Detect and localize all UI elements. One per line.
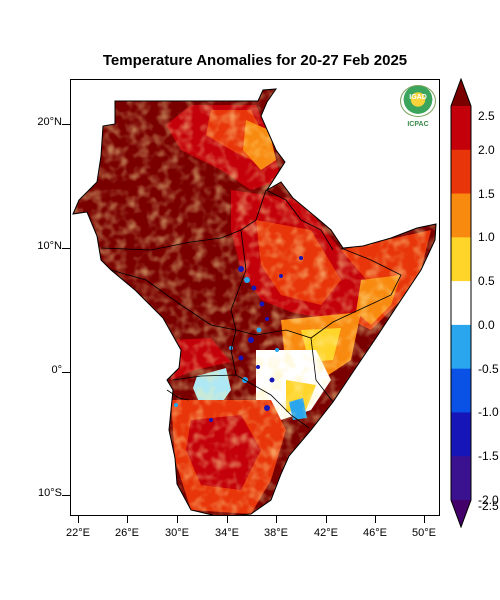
lon-tick-label: 46°E bbox=[363, 527, 387, 539]
lon-tick-label: 42°E bbox=[314, 527, 338, 539]
colorbar-segment bbox=[451, 237, 471, 282]
colorbar-label: -1.0 bbox=[478, 405, 499, 420]
anomaly-map bbox=[72, 88, 437, 515]
colorbar-segment bbox=[451, 412, 471, 457]
map-panel bbox=[70, 79, 440, 516]
colorbar-segment bbox=[451, 193, 471, 238]
lat-tick-label: 20°N bbox=[37, 116, 62, 128]
lon-tick-mark bbox=[78, 516, 79, 523]
lon-tick-label: 26°E bbox=[115, 527, 139, 539]
lat-tick-mark bbox=[62, 372, 70, 373]
lon-tick-label: 50°E bbox=[412, 527, 436, 539]
lon-tick-mark bbox=[424, 516, 425, 523]
logo-subtitle: ICPAC bbox=[407, 121, 429, 128]
colorbar-segment bbox=[451, 324, 471, 370]
colorbar-label: 2.0 bbox=[478, 142, 495, 157]
lon-tick-label: 34°E bbox=[215, 527, 239, 539]
colorbar-label: -0.5 bbox=[478, 361, 499, 376]
colorbar-label: -1.5 bbox=[478, 449, 499, 464]
lon-tick-mark bbox=[127, 516, 128, 523]
colorbar-label: 1.0 bbox=[478, 230, 495, 245]
lat-tick-label: 10°S bbox=[38, 487, 62, 499]
colorbar-label: 0.0 bbox=[478, 317, 495, 332]
colorbar-segment bbox=[451, 456, 471, 501]
lon-tick-label: 22°E bbox=[66, 527, 90, 539]
colorbar bbox=[450, 78, 472, 528]
lat-tick-mark bbox=[62, 124, 70, 125]
lat-tick-label: 0° bbox=[51, 364, 62, 376]
map-title: Temperature Anomalies for 20-27 Feb 2025 bbox=[102, 52, 408, 69]
lon-tick-mark bbox=[177, 516, 178, 523]
logo-acronym: IGAD bbox=[409, 94, 427, 101]
colorbar-label: -2.5 bbox=[478, 499, 499, 513]
colorbar-label: 2.5 bbox=[478, 109, 495, 123]
lon-tick-mark bbox=[375, 516, 376, 523]
lat-tick-mark bbox=[62, 495, 70, 496]
lon-tick-label: 30°E bbox=[165, 527, 189, 539]
colorbar-label: 0.5 bbox=[478, 274, 495, 289]
lat-tick-mark bbox=[62, 248, 70, 249]
colorbar-label: -2.0 bbox=[478, 493, 499, 507]
lon-tick-label: 38°E bbox=[264, 527, 288, 539]
lon-tick-mark bbox=[326, 516, 327, 523]
lon-tick-mark bbox=[227, 516, 228, 523]
igad-emblem-icon: IGAD bbox=[400, 85, 436, 117]
lat-tick-label: 10°N bbox=[37, 240, 62, 252]
igad-icpac-logo: IGAD ICPAC bbox=[398, 85, 438, 135]
colorbar-segment bbox=[451, 106, 471, 151]
colorbar-segment bbox=[451, 149, 471, 195]
colorbar-label: 1.5 bbox=[478, 186, 495, 201]
colorbar-segment bbox=[451, 500, 471, 527]
colorbar-segment bbox=[451, 281, 471, 326]
colorbar-segment bbox=[451, 368, 471, 413]
colorbar-segment bbox=[451, 79, 471, 106]
lon-tick-mark bbox=[276, 516, 277, 523]
